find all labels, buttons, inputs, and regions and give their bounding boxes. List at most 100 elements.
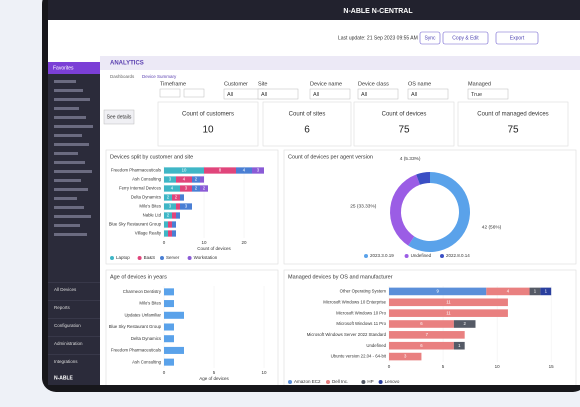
breadcrumb[interactable]: Dashboards bbox=[110, 74, 135, 79]
app-title: ANALYTICS bbox=[110, 61, 144, 67]
filter-select[interactable] bbox=[407, 88, 449, 100]
kpi-label: Count of devices bbox=[382, 112, 427, 118]
filter-select[interactable] bbox=[309, 88, 351, 100]
bar bbox=[164, 311, 184, 319]
sidebar-entry bbox=[54, 179, 81, 182]
sidebar-item[interactable]: Configuration bbox=[54, 323, 81, 328]
y-tick-label: Blue Sky Restaurant Group bbox=[109, 324, 162, 329]
legend-swatch bbox=[187, 256, 192, 260]
sidebar-entry bbox=[54, 161, 85, 164]
y-tick-label: Microsoft Windows Server 2022 Standard bbox=[307, 332, 387, 337]
filter-select[interactable] bbox=[257, 88, 299, 100]
kpi-card bbox=[353, 101, 455, 147]
bar-segment bbox=[180, 203, 192, 210]
bar-segment bbox=[192, 176, 200, 183]
sidebar-divider bbox=[48, 336, 100, 337]
legend-label: Undefined bbox=[411, 253, 432, 258]
filter-value[interactable]: All bbox=[313, 92, 319, 98]
sidebar-item[interactable]: Integrations bbox=[54, 359, 78, 364]
legend-label: Dell Inc. bbox=[332, 379, 348, 384]
data-label: 2 bbox=[463, 321, 466, 326]
header-button-label[interactable]: Sync bbox=[424, 35, 436, 41]
bar-segment bbox=[172, 212, 176, 219]
filter-select[interactable] bbox=[357, 88, 399, 100]
header-button-label[interactable]: Export bbox=[510, 35, 525, 41]
x-tick-label: 10 bbox=[495, 364, 501, 369]
chart-title: Managed devices by OS and manufacturer bbox=[288, 274, 393, 280]
filter-select[interactable] bbox=[467, 88, 509, 100]
bar-segment bbox=[389, 341, 454, 350]
y-tick-label: Milo's Bites bbox=[139, 204, 161, 209]
bar-segment bbox=[164, 230, 168, 237]
brand: N-ABLE N-CENTRAL bbox=[343, 8, 413, 15]
kpi-label: Count of sites bbox=[289, 112, 326, 118]
sidebar-item[interactable]: Administration bbox=[54, 341, 83, 346]
data-label: 3 bbox=[169, 204, 172, 209]
bar-segment bbox=[540, 287, 552, 296]
data-label: 1 bbox=[534, 289, 537, 294]
bar-segment bbox=[172, 221, 176, 228]
x-tick-label: 5 bbox=[213, 370, 216, 375]
bar-segment bbox=[453, 341, 465, 350]
sidebar-entry bbox=[54, 233, 87, 236]
y-tick-label: Freedom Pharmaceuticals bbox=[111, 348, 161, 353]
data-label: 4 bbox=[507, 289, 510, 294]
y-tick-label: Updates Unfamiliar bbox=[124, 312, 161, 317]
data-label: 1 bbox=[545, 289, 548, 294]
bar-segment bbox=[180, 194, 184, 201]
date-input[interactable] bbox=[159, 88, 181, 98]
filter-value[interactable]: All bbox=[227, 92, 233, 98]
sidebar-entry bbox=[54, 125, 93, 128]
sidebar-item[interactable]: Reports bbox=[54, 305, 71, 310]
data-label: 7 bbox=[426, 332, 429, 337]
header-button[interactable] bbox=[442, 31, 489, 45]
pie-slice bbox=[390, 174, 420, 246]
y-tick-label: Delta Dynamics bbox=[131, 336, 161, 341]
y-tick-label: Milo's Bites bbox=[139, 301, 161, 306]
sidebar-entry bbox=[54, 224, 80, 227]
bar-segment bbox=[453, 320, 476, 328]
legend-swatch bbox=[364, 254, 368, 258]
header-button-label[interactable]: Copy & Edit bbox=[452, 35, 479, 41]
bar bbox=[164, 300, 174, 308]
filter-value[interactable]: True bbox=[471, 92, 482, 98]
sidebar-item[interactable]: All Devices bbox=[54, 287, 77, 292]
filter-value[interactable]: All bbox=[261, 92, 267, 98]
kpi-value: 75 bbox=[398, 125, 410, 136]
details-button[interactable] bbox=[103, 109, 135, 125]
bar-segment bbox=[200, 176, 204, 183]
legend-swatch bbox=[326, 380, 330, 384]
header-button[interactable] bbox=[495, 31, 539, 45]
breadcrumb[interactable]: Device Summary bbox=[142, 74, 177, 79]
data-label: 2 bbox=[195, 186, 198, 191]
legend-label: Amazon EC2 bbox=[294, 379, 321, 384]
filter-label: Timeframe bbox=[160, 81, 186, 87]
data-label: 3 bbox=[257, 168, 260, 173]
date-input[interactable] bbox=[183, 88, 205, 98]
top-bar bbox=[48, 0, 580, 20]
legend-label: Lenovo bbox=[385, 379, 400, 384]
bar-segment bbox=[200, 185, 208, 192]
data-label: 42 (56%) bbox=[482, 225, 502, 231]
sidebar bbox=[48, 62, 100, 385]
data-label: 3 bbox=[185, 204, 188, 209]
bar-segment bbox=[172, 194, 180, 201]
details-button-label[interactable]: See details bbox=[107, 114, 132, 120]
last-update: Last update: 21 Sep 2023 09:55 AM bbox=[338, 35, 418, 41]
legend-swatch bbox=[137, 256, 142, 260]
legend-label: Workstation bbox=[194, 255, 218, 260]
x-axis-label: Age of devices bbox=[199, 376, 229, 381]
y-tick-label: Ubuntu version 22.04 - 64-bit bbox=[331, 354, 387, 359]
bar-segment bbox=[172, 230, 176, 237]
chart-title: Devices split by customer and site bbox=[110, 154, 193, 160]
sidebar-entry bbox=[54, 98, 90, 101]
data-label: 8 bbox=[219, 168, 222, 173]
legend-label: 2023.3.0.19 bbox=[370, 253, 394, 258]
sidebar-entry bbox=[54, 197, 77, 200]
bar-segment bbox=[176, 212, 180, 219]
header-button[interactable] bbox=[419, 31, 441, 45]
filter-value[interactable]: All bbox=[361, 92, 367, 98]
y-tick-label: Ash Consulting bbox=[132, 177, 162, 182]
filter-value[interactable]: All bbox=[411, 92, 417, 98]
